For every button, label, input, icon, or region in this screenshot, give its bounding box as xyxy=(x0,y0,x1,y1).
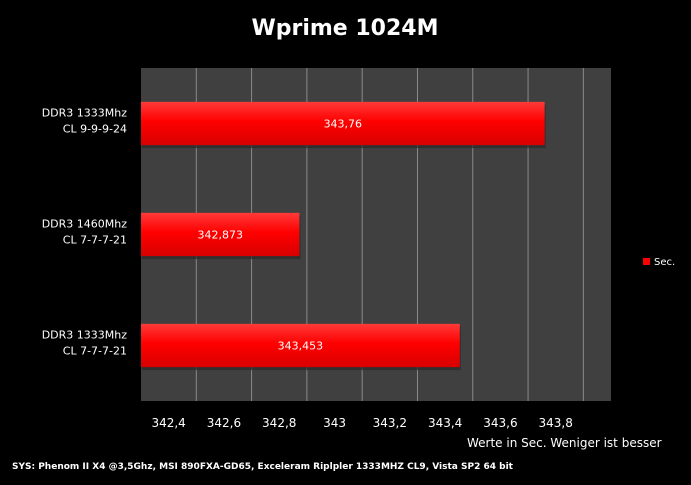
system-info-footer: SYS: Phenom II X4 @3,5Ghz, MSI 890FXA-GD… xyxy=(12,462,514,472)
x-axis-title: Werte in Sec. Weniger ist besser xyxy=(467,436,662,450)
bar-value-label: 342,873 xyxy=(197,229,243,242)
x-tick-labels: 342,4 342,6 342,8 343 343,2 343,4 343,6 343,8 xyxy=(151,416,572,430)
x-tick-label: 343,2 xyxy=(373,416,407,430)
category-label: DDR3 1333Mhz xyxy=(42,107,128,120)
bar xyxy=(141,212,300,257)
category-label: CL 9-9-9-24 xyxy=(63,123,127,136)
x-tick-label: 342,6 xyxy=(207,416,241,430)
bar-value-label: 343,76 xyxy=(324,118,363,131)
x-tick-label: 343 xyxy=(323,416,346,430)
legend-swatch xyxy=(643,258,650,265)
category-label: DDR3 1460Mhz xyxy=(42,218,128,231)
x-tick-label: 342,8 xyxy=(262,416,296,430)
x-tick-label: 342,4 xyxy=(151,416,185,430)
bar-value-label: 343,453 xyxy=(278,340,324,353)
x-tick-label: 343,8 xyxy=(539,416,573,430)
legend: Sec. xyxy=(643,257,675,268)
chart-title: Wprime 1024M xyxy=(251,16,438,41)
x-tick-label: 343,6 xyxy=(483,416,517,430)
category-labels: DDR3 1333Mhz CL 9-9-9-24 DDR3 1460Mhz CL 7-… xyxy=(42,107,128,358)
legend-label: Sec. xyxy=(654,257,675,268)
bar xyxy=(141,101,545,146)
bar xyxy=(141,323,460,368)
bars: 343,76 342,873 343,453 xyxy=(141,101,546,371)
category-label: CL 7-7-7-21 xyxy=(63,234,127,247)
category-label: CL 7-7-7-21 xyxy=(63,345,127,358)
x-tick-label: 343,4 xyxy=(428,416,462,430)
category-label: DDR3 1333Mhz xyxy=(42,329,128,342)
